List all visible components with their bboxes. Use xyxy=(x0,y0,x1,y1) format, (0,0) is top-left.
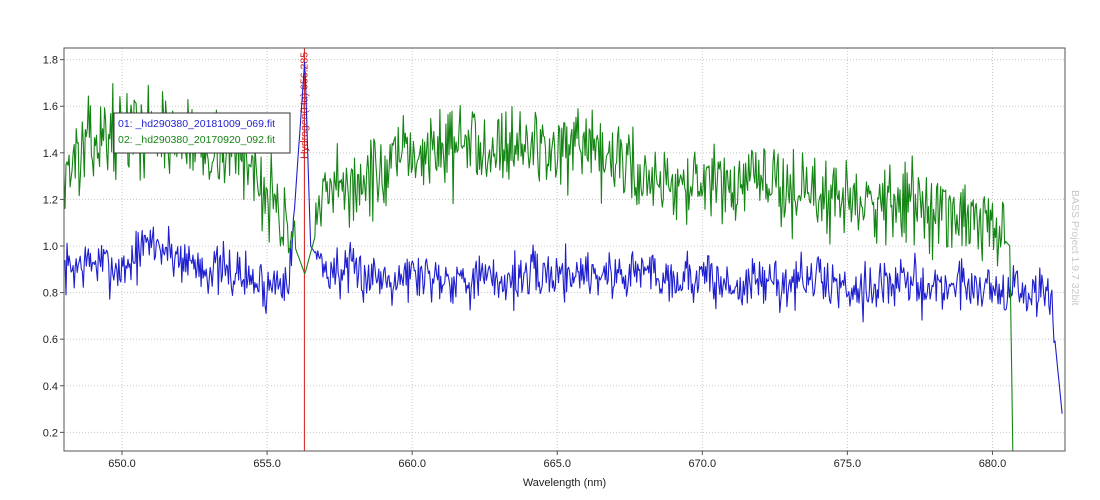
legend-entry-1[interactable]: 01: _hd290380_20181009_069.fit xyxy=(118,118,275,130)
x-tick-label: 655.0 xyxy=(253,458,281,470)
watermark: BASS Project 1.9.7 32bit xyxy=(1069,190,1081,306)
y-tick-label: 0.6 xyxy=(43,334,58,346)
x-tick-label: 660.0 xyxy=(398,458,426,470)
x-tick-label: 650.0 xyxy=(108,458,136,470)
x-tick-label: 665.0 xyxy=(543,458,571,470)
y-tick-label: 0.4 xyxy=(43,381,58,393)
x-tick-label: 675.0 xyxy=(834,458,862,470)
x-axis-label: Wavelength (nm) xyxy=(523,477,606,489)
y-tick-label: 0.8 xyxy=(43,288,58,300)
plot-frame xyxy=(63,47,1066,452)
legend[interactable]: 01: _hd290380_20181009_069.fit 02: _hd290… xyxy=(113,112,291,154)
y-tick-label: 1.2 xyxy=(43,194,58,206)
y-tick-label: 1.8 xyxy=(43,55,58,67)
legend-entry-2[interactable]: 02: _hd290380_20170920_092.fit xyxy=(118,134,275,146)
y-tick-label: 0.2 xyxy=(43,427,58,439)
x-axis-ticks: 650.0 655.0 660.0 665.0 670.0 675.0 680.0 xyxy=(108,451,1006,470)
series-line-1 xyxy=(63,61,1063,414)
x-tick-label: 680.0 xyxy=(979,458,1007,470)
y-tick-label: 1.6 xyxy=(43,101,58,113)
grid-lines xyxy=(64,48,1065,451)
x-tick-label: 670.0 xyxy=(689,458,717,470)
y-tick-label: 1.4 xyxy=(43,148,58,160)
y-tick-label: 1.0 xyxy=(43,241,58,253)
y-axis-ticks: 0.2 0.4 0.6 0.8 1.0 1.2 1.4 1.6 1.8 xyxy=(43,55,64,439)
legend-box xyxy=(113,112,291,154)
